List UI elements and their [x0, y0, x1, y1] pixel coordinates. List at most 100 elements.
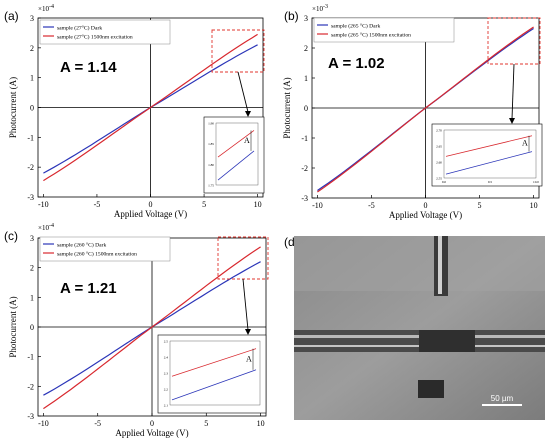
inset-frame [431, 123, 543, 187]
y-tick-label: -2 [301, 164, 308, 173]
callout-box [487, 17, 541, 65]
inset-tick-label: 2.1 [164, 404, 169, 408]
x-axis-label: Applied Voltage (V) [115, 428, 188, 438]
y-tick-label: 2 [30, 44, 34, 53]
inset-tick-label: 2.2 [164, 388, 169, 392]
ratio-annotation: A = 1.02 [328, 55, 385, 72]
y-tick-label: 2 [30, 264, 34, 273]
inset-frame [203, 116, 265, 194]
panel-label: (c) [4, 229, 18, 243]
arrow-head [245, 111, 251, 117]
inset-tick-label: 1.85 [208, 142, 214, 146]
inset-ratio-label: A [246, 354, 252, 363]
sem-probe-highlight [438, 236, 442, 294]
y-tick-label: -1 [27, 133, 34, 142]
inset-zoom: 1.90 1.85 1.80 1.75 A [203, 116, 265, 194]
y-exponent-power: -4 [49, 4, 54, 10]
y-tick-label: 3 [30, 234, 34, 243]
inset-tick-label: 1.90 [208, 122, 214, 126]
y-tick-label: 0 [304, 104, 308, 113]
x-tick-label: -10 [38, 200, 49, 209]
legend: sample (27°C) Dark sample (27°C) 1500nm e… [39, 19, 171, 45]
inset-axes [169, 340, 261, 406]
legend-label: sample (27°C) 1500nm excitation [57, 34, 133, 41]
inset-tick-label: 2.70 [436, 129, 442, 133]
callout-arrow [242, 278, 249, 331]
inset-ratio-label: A [522, 138, 528, 147]
y-axis-label: Photocurrent (A) [8, 296, 18, 357]
x-tick-label: 10 [530, 201, 538, 210]
y-exponent-power: -3 [323, 4, 328, 10]
y-axis-label: Photocurrent (A) [282, 77, 292, 138]
sem-electrode-line [294, 345, 419, 347]
sem-gap [419, 330, 475, 352]
y-exponent-power: -4 [49, 223, 54, 229]
x-tick-label: 5 [478, 201, 482, 210]
x-tick-label: 10 [254, 200, 262, 209]
x-axis-label: Applied Voltage (V) [114, 209, 187, 219]
x-tick-label: 0 [149, 200, 153, 209]
inset-ratio-label: A [244, 136, 250, 145]
y-exponent: ×10-3 [312, 4, 328, 13]
inset-excitation-line [445, 135, 533, 157]
inset-tick-label: 1.75 [208, 184, 214, 188]
ratio-annotation: A = 1.14 [60, 59, 117, 76]
inset-excitation-line [171, 348, 257, 377]
y-tick-label: -1 [301, 134, 308, 143]
series-line-excitation [43, 33, 258, 182]
arrow-head [245, 329, 251, 335]
inset-x-tick-label: 10.0 [533, 180, 539, 184]
inset-tick-label: 2.4 [164, 356, 169, 360]
sem-electrode-line [475, 345, 545, 347]
y-exponent: ×10-4 [38, 223, 54, 232]
scale-bar-label: 50 µm [491, 394, 514, 403]
y-tick-label: -3 [27, 193, 34, 202]
x-tick-label: 10 [257, 419, 265, 428]
panel-d: (d)50 µm [284, 235, 545, 420]
inset-tick-label: 2.5 [164, 340, 169, 344]
series-line-excitation [43, 246, 261, 410]
inset-dark-line [171, 369, 257, 401]
panel-label: (b) [284, 9, 299, 23]
legend-box [39, 236, 171, 262]
y-tick-label: -3 [27, 412, 34, 421]
y-tick-label: 1 [30, 293, 34, 302]
inset-tick-label: 2.60 [436, 161, 442, 165]
y-exponent: ×10-4 [38, 4, 54, 13]
legend-label: sample (27°C) Dark [57, 25, 102, 32]
inset-x-tick-label: 9.5 [488, 180, 493, 184]
panel-label: (a) [4, 9, 19, 23]
inset-dark-line [445, 151, 533, 175]
inset-tick-label: 2.65 [436, 145, 442, 149]
x-tick-label: 0 [150, 419, 154, 428]
x-tick-label: 0 [424, 201, 428, 210]
y-tick-label: 1 [304, 74, 308, 83]
x-tick-label: -5 [94, 419, 101, 428]
x-tick-label: 5 [202, 200, 206, 209]
arrow-head [509, 118, 515, 124]
series-line-excitation [317, 26, 534, 193]
sem-pad [418, 380, 444, 398]
ratio-annotation: A = 1.21 [60, 280, 117, 297]
inset-x-tick-label: 9.0 [442, 180, 447, 184]
legend-box [313, 17, 455, 43]
legend-box [39, 19, 171, 45]
sem-top-surface [294, 236, 545, 291]
legend: sample (260 °C) Dark sample (260 °C) 1500… [39, 236, 171, 262]
sem-electrode-line [294, 335, 419, 338]
y-tick-label: 2 [304, 44, 308, 53]
y-tick-label: 1 [30, 74, 34, 83]
x-tick-label: -10 [312, 201, 323, 210]
inset-axes [443, 129, 537, 179]
inset-dark-line [217, 150, 255, 181]
y-tick-label: -1 [27, 353, 34, 362]
inset-frame [157, 334, 267, 414]
y-tick-label: 0 [30, 104, 34, 113]
x-tick-label: -5 [368, 201, 375, 210]
callout-box [217, 236, 269, 280]
x-tick-label: -5 [94, 200, 101, 209]
